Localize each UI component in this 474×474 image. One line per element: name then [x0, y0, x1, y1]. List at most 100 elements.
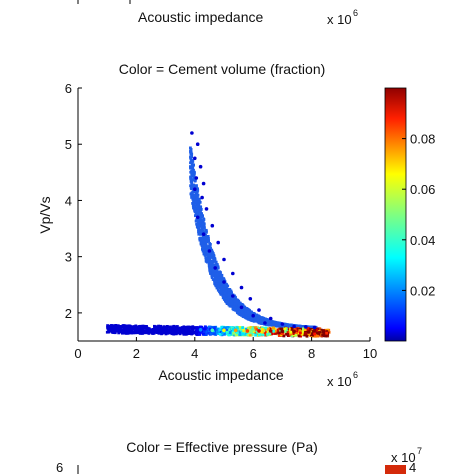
cloud-dot [194, 210, 198, 214]
cloud-dot [202, 249, 206, 253]
cloud-dot [259, 330, 263, 334]
cloud-dot [141, 324, 145, 328]
cloud-dot [199, 207, 202, 210]
cloud-dot [289, 330, 293, 334]
cloud-dot [201, 247, 204, 251]
cloud-dot [117, 327, 120, 331]
cloud-dot [131, 330, 135, 334]
x-exponent-power: 6 [353, 370, 358, 380]
cloud-dot [200, 238, 204, 242]
cloud-dot [229, 297, 233, 301]
cloud-dot [213, 269, 217, 273]
data-point [222, 328, 226, 333]
data-point [321, 330, 326, 334]
cloud-dot [217, 276, 221, 279]
cloud-dot [214, 260, 218, 264]
data-point [312, 325, 317, 330]
cloud-dot [213, 280, 217, 284]
cloud-dot [326, 328, 330, 332]
cloud-dot [188, 332, 191, 335]
cloud-dot [197, 197, 200, 201]
cloud-dot [193, 204, 197, 208]
cloud-dot [162, 328, 166, 332]
cloud-dot [225, 293, 229, 297]
cloud-dot [212, 271, 216, 274]
cloud-dot [175, 326, 179, 330]
cloud-dot [135, 327, 138, 331]
cloud-dot [236, 326, 239, 330]
cloud-dot [244, 312, 248, 316]
data-point [140, 326, 144, 330]
cloud-dot [299, 327, 303, 331]
cloud-dot [241, 303, 245, 307]
x-tick-label: 0 [74, 346, 81, 361]
cloud-dot [130, 329, 134, 333]
cloud-dot [191, 202, 194, 205]
cloud-dot [201, 243, 204, 247]
cloud-dot [257, 333, 261, 337]
cloud-dot [138, 325, 142, 328]
cloud-dot [224, 299, 227, 302]
cloud-dot [253, 319, 257, 323]
cloud-dot [225, 328, 229, 332]
cloud-dot [286, 331, 290, 335]
top-exponent-power: 6 [353, 8, 358, 18]
cloud-dot [194, 207, 198, 210]
cloud-dot [202, 239, 206, 242]
cloud-dot [231, 328, 235, 331]
cloud-dot [197, 326, 201, 330]
data-point [268, 316, 273, 321]
cloud-dot [226, 326, 230, 329]
cloud-dot [212, 332, 216, 336]
cloud-dot [192, 176, 196, 180]
cloud-dot [237, 310, 241, 314]
data-point [195, 142, 200, 146]
cloud-dot [195, 327, 199, 331]
cloud-dot [199, 219, 203, 223]
cloud-dot [218, 290, 221, 294]
cloud-dot [243, 332, 247, 336]
cloud-dot [305, 334, 309, 338]
cloud-dot [170, 330, 174, 334]
data-point [201, 181, 206, 186]
cloud-dot [190, 152, 194, 156]
y-tick-label: 3 [65, 250, 72, 265]
cloud-dot [134, 324, 138, 328]
cloud-dot [243, 305, 246, 309]
cloud-dot [235, 309, 239, 313]
cloud-dot [216, 265, 220, 269]
cloud-dot [238, 333, 242, 336]
y-tick-label: 2 [65, 306, 72, 321]
cloud-dot [172, 329, 176, 333]
y-ticks: 2 3 4 5 6 [65, 81, 82, 321]
cloud-dot [239, 327, 243, 331]
data-point [245, 329, 250, 333]
cloud-dot [239, 308, 242, 312]
cloud-dot [178, 331, 182, 335]
data-point [292, 329, 296, 334]
cloud-dot [205, 326, 209, 330]
cloud-dot [249, 315, 253, 319]
cloud-dot [127, 324, 131, 328]
cloud-dot [196, 213, 200, 217]
data-point [222, 257, 226, 262]
cloud-dot [251, 317, 254, 320]
cloud-dot [233, 295, 237, 299]
x-tick-label: 4 [191, 346, 198, 361]
cloud-dot [254, 333, 257, 337]
cloud-dot [218, 286, 222, 289]
cloud-dot [126, 331, 130, 335]
cloud-dot [192, 199, 195, 203]
top-fragment: Acoustic impedance x 10 6 [77, 0, 358, 27]
cloud-dot [113, 326, 116, 329]
cloud-dot [199, 217, 202, 221]
cloud-dot [138, 329, 141, 332]
cloud-dot [311, 333, 315, 337]
cloud-dot [224, 291, 227, 295]
data-point [263, 321, 267, 325]
cloud-dot [193, 172, 196, 175]
cloud-dot [202, 330, 206, 333]
cloud-dot [225, 300, 229, 303]
cloud-dot [156, 325, 159, 329]
cloud-dot [290, 334, 294, 338]
